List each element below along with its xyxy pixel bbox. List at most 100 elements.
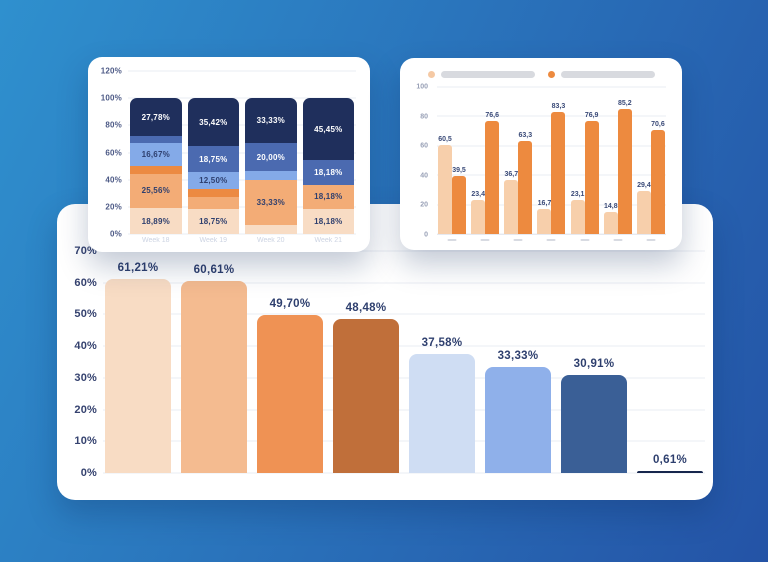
bar-value-label: 60,5 [438, 136, 452, 144]
stacked-segment[interactable]: 18,18% [302, 184, 354, 210]
bar-value-label: 76,6 [485, 112, 499, 120]
bar-value-label: 85,2 [617, 99, 632, 107]
gridline [103, 345, 705, 347]
bar[interactable]: 37,58% [409, 337, 475, 473]
stacked-segment[interactable]: 33,33% [245, 98, 297, 144]
bar[interactable]: 14,8 [603, 203, 618, 234]
gridline [437, 233, 666, 235]
bar[interactable]: 76,9 [584, 112, 599, 234]
bar[interactable]: 76,6 [485, 112, 500, 234]
bar[interactable]: 30,91% [561, 358, 627, 473]
y-axis-tick-label: 100% [100, 93, 122, 103]
stacked-segment[interactable]: 18,89% [130, 208, 182, 234]
stacked-segment[interactable]: 18,75% [187, 208, 239, 234]
stacked-segment[interactable]: 45,45% [302, 98, 354, 160]
stacked-chart-card: 0% 20% 40% 60% 80% 100% 120% 18,89% 25,56% 16,67… [88, 57, 370, 252]
bar-value-label: 36,7 [504, 171, 519, 179]
x-axis-tick-placeholder [646, 239, 656, 241]
x-axis-label: Week 20 [257, 237, 285, 244]
stacked-segment[interactable]: 27,78% [130, 98, 182, 136]
stacked-segment[interactable]: 20,00% [245, 143, 297, 171]
gridline [103, 472, 705, 474]
bar[interactable]: 0,61% [637, 454, 703, 473]
bar[interactable]: 29,4 [636, 182, 651, 234]
bar[interactable]: 49,70% [257, 298, 323, 473]
stacked-segment[interactable]: 16,67% [130, 143, 182, 167]
y-axis-tick-label: 0% [110, 229, 122, 239]
bar[interactable]: 60,5 [438, 136, 452, 234]
stacked-segment[interactable] [187, 188, 239, 198]
stacked-segment[interactable]: 25,56% [130, 173, 182, 209]
bar[interactable]: 61,21% [105, 262, 171, 473]
segment-value-label: 18,75% [199, 154, 228, 164]
legend-dot-icon [427, 71, 435, 78]
stacked-segment[interactable] [187, 197, 239, 209]
x-axis-tick-placeholder [447, 239, 457, 241]
bar-value-label: 61,21% [117, 261, 159, 274]
bar[interactable]: 63,3 [518, 132, 533, 234]
x-axis-tick-placeholder [513, 239, 523, 241]
segment-value-label: 33,33% [256, 197, 285, 207]
gridline [128, 152, 356, 153]
bar[interactable]: 48,48% [333, 302, 399, 473]
legend-dot-icon [547, 71, 555, 78]
bar-value-label: 49,70% [269, 298, 311, 311]
x-axis-tick-placeholder [546, 239, 556, 241]
y-axis-tick-label: 40 [420, 172, 428, 180]
bar[interactable]: 23,4 [471, 191, 486, 234]
stacked-segment[interactable]: 18,75% [187, 146, 239, 172]
stacked-bar[interactable]: 18,18% 18,18% 18,18% 45,45% [302, 98, 354, 234]
gridline [128, 179, 356, 181]
stacked-segment[interactable] [245, 224, 297, 234]
segment-value-label: 18,75% [199, 216, 228, 226]
bar[interactable]: 83,3 [551, 103, 566, 234]
gridline [128, 124, 356, 126]
y-axis-tick-label: 60% [105, 148, 122, 157]
stacked-segment[interactable]: 33,33% [245, 179, 297, 225]
stacked-segment[interactable]: 35,42% [187, 98, 239, 147]
bar-value-label: 30,91% [573, 357, 615, 370]
stacked-bar[interactable]: 33,33% 20,00% 33,33% [245, 98, 297, 234]
segment-value-label: 12,50% [199, 175, 228, 185]
y-axis-tick-label: 120% [100, 66, 122, 76]
y-axis-tick-label: 50% [74, 308, 97, 321]
bar[interactable]: 23,1 [570, 191, 585, 234]
bar[interactable]: 33,33% [485, 350, 551, 473]
stacked-segment[interactable] [130, 135, 182, 144]
x-axis-labels: Week 18 Week 19 Week 20 Week 21 [130, 237, 354, 244]
bar[interactable]: 36,7 [504, 171, 519, 234]
legend-label-placeholder [440, 71, 535, 78]
legend-item[interactable] [427, 71, 535, 78]
gridline [128, 206, 356, 208]
stacked-segment[interactable]: 12,50% [187, 171, 239, 189]
bar-group: 60,5 39,5 [438, 87, 466, 241]
legend [400, 71, 682, 78]
bar[interactable]: 85,2 [617, 100, 632, 234]
bar[interactable]: 60,61% [181, 264, 247, 473]
main-plot-area: 61,21% 60,61% 49,70% 48,48% 37,58% 33,33% 30,9… [103, 250, 705, 474]
bar[interactable]: 70,6 [650, 121, 665, 234]
grouped-y-axis: 0 20 40 60 80 100 [400, 84, 428, 239]
gridline [128, 233, 356, 235]
segment-value-label: 35,42% [199, 117, 228, 127]
y-axis-tick-label: 0 [424, 231, 428, 239]
stacked-bar[interactable]: 18,75% 12,50% 18,75% 35,42% [187, 98, 239, 234]
gridline [103, 377, 705, 379]
bar[interactable]: 39,5 [452, 167, 466, 234]
bar-group: 23,1 76,9 [570, 87, 599, 241]
bar[interactable]: 16,7 [537, 200, 552, 234]
stacked-bar[interactable]: 18,89% 25,56% 16,67% 27,78% [130, 98, 182, 234]
bar-value-label: 63,3 [518, 131, 533, 139]
gridline [103, 250, 705, 252]
stacked-segment[interactable] [245, 170, 297, 180]
stacked-segment[interactable] [130, 166, 182, 174]
stacked-segment[interactable]: 18,18% [302, 209, 354, 234]
y-axis-tick-label: 40% [105, 175, 122, 185]
bar-group: 29,4 70,6 [636, 87, 665, 241]
y-axis-tick-label: 20 [420, 201, 428, 209]
segment-value-label: 20,00% [256, 152, 285, 162]
bar-value-label: 23,4 [471, 190, 485, 198]
main-y-axis: 0% 10% 20% 30% 40% 50% 60% 70% [57, 245, 97, 479]
stacked-segment[interactable]: 18,18% [302, 159, 354, 185]
legend-item[interactable] [547, 71, 655, 78]
